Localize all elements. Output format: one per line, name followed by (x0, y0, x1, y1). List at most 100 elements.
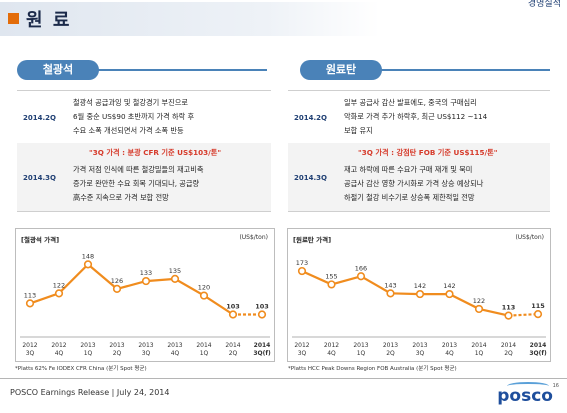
data-point (445, 289, 454, 299)
section-heading: 원료탄 (300, 60, 382, 80)
x-tick-label: 2012 (294, 342, 309, 349)
title-bullet-icon (8, 13, 19, 24)
x-tick-label: 2Q (113, 350, 122, 357)
coking-coal-price-chart: 17320123Q15520124Q16620131Q14320132Q1422… (292, 259, 547, 357)
row-text: 하절기 철강 비수기로 상승폭 제한적일 전망 (344, 193, 475, 202)
x-tick-label: 4Q (327, 350, 336, 357)
chart-footnote: *Platts HCC Peak Downs Region FOB Austra… (288, 366, 457, 372)
x-tick-label: 2Q (386, 350, 395, 357)
x-tick-label: 2014 (471, 342, 486, 349)
data-point (112, 284, 122, 293)
chart-unit: (US$/ton) (239, 234, 268, 241)
x-tick-label: 2014 (254, 342, 271, 349)
x-tick-label: 2013 (138, 342, 153, 349)
x-tick-label: 2012 (22, 342, 37, 349)
data-label: 122 (53, 281, 65, 289)
x-tick-label: 2014 (501, 342, 516, 349)
page-number: 16 (552, 383, 559, 389)
coking-coal-chart: [원료탄 가격] (US$/ton) 173 2012 3Q 155 2012 4Q 166… (287, 228, 551, 362)
data-point (54, 289, 64, 298)
data-label: 103 (255, 303, 269, 311)
row-period: 2014.2Q (23, 114, 56, 122)
data-point (228, 310, 238, 319)
row-period: 2014.3Q (23, 174, 56, 182)
x-tick-label: 2Q (229, 350, 238, 357)
x-tick-label: 2012 (51, 342, 66, 349)
row-highlight: "3Q 가격 : 강점탄 FOB 기준 US$115/톤" (358, 148, 498, 157)
row-text: 증가로 완만한 수요 회복 기대되나, 공급량 (73, 179, 200, 188)
table-row: 2014.2Q 철광석 공급과잉 및 철강경기 부진으로 6월 중순 US$90… (17, 90, 271, 144)
table-row: 2014.3Q "3Q 가격 : 분광 CFR 기준 US$103/톤" 가격 … (17, 143, 271, 212)
section-rule (360, 69, 550, 71)
data-label: 135 (169, 267, 181, 275)
data-point (356, 272, 366, 281)
section-label: 경영실적 (527, 0, 561, 9)
table-row: 2014.2Q 일부 공급사 감산 발표에도, 중국의 구매심리 악화로 가격 … (288, 90, 550, 144)
x-tick-label: 2Q (504, 350, 513, 357)
data-label: 142 (443, 282, 455, 290)
x-tick-label: 3Q(f) (253, 350, 271, 357)
footer-text: POSCO Earnings Release | July 24, 2014 (10, 388, 170, 397)
x-tick-label: 1Q (475, 350, 484, 357)
series-line (29, 262, 234, 316)
title-bar (0, 2, 380, 36)
x-tick-label: 1Q (84, 350, 93, 357)
section-rule (77, 69, 267, 71)
data-label: 113 (24, 291, 36, 299)
x-tick-label: 3Q (416, 350, 425, 357)
data-label: 143 (384, 281, 396, 289)
data-label: 103 (226, 303, 240, 311)
data-point (533, 310, 543, 319)
data-label: 148 (82, 252, 94, 260)
data-point (25, 299, 35, 308)
section-header-coking-coal: 원료탄 (300, 60, 550, 80)
data-point (83, 260, 93, 269)
chart-title: [원료탄 가격] (293, 236, 332, 244)
data-label: 142 (414, 282, 426, 290)
row-text: 6월 중순 US$90 초반까지 가격 하락 후 (73, 112, 195, 121)
iron-ore-chart: [철광석 가격] (US$/ton) 113 2012 3Q 122 2012 4Q 148… (15, 228, 275, 362)
page-title: 원 료 (26, 10, 72, 31)
data-point (474, 304, 484, 314)
footer-divider (0, 378, 567, 379)
table-row: 2014.3Q "3Q 가격 : 강점탄 FOB 기준 US$115/톤" 재고… (288, 143, 550, 212)
row-text: 일부 공급사 감산 발표에도, 중국의 구매심리 (344, 98, 477, 107)
row-text: 보합 유지 (344, 126, 373, 135)
data-label: 173 (296, 259, 308, 267)
series-line (301, 270, 509, 317)
x-tick-label: 2014 (196, 342, 211, 349)
data-point (170, 274, 180, 283)
data-label: 122 (473, 297, 485, 305)
row-text: 가격 저점 인식에 따른 철강밀들의 재고비축 (73, 165, 204, 174)
section-header-iron-ore: 철광석 (17, 60, 267, 80)
iron-ore-price-chart: 11320123Q12220124Q14820131Q12620132Q1332… (20, 252, 271, 357)
x-tick-label: 2013 (109, 342, 124, 349)
data-point (504, 311, 513, 320)
row-highlight: "3Q 가격 : 분광 CFR 기준 US$103/톤" (89, 148, 222, 157)
x-tick-label: 1Q (200, 350, 209, 357)
x-tick-label: 2013 (353, 342, 368, 349)
x-tick-label: 2013 (167, 342, 182, 349)
logo-arc-icon (507, 382, 549, 390)
chart-title: [철광석 가격] (21, 236, 60, 244)
x-tick-label: 4Q (55, 350, 64, 357)
row-text: 악화로 가격 추가 하락후, 최근 US$112 ~114 (344, 112, 488, 121)
data-point (199, 291, 209, 300)
x-tick-label: 2013 (412, 342, 427, 349)
x-tick-label: 2013 (383, 342, 398, 349)
posco-logo: posco (497, 386, 553, 406)
x-tick-label: 3Q (298, 350, 307, 357)
x-tick-label: 3Q (26, 350, 35, 357)
x-tick-label: 2012 (324, 342, 339, 349)
data-point (415, 289, 425, 299)
row-text: 高수준 지속으로 가격 보합 전망 (73, 193, 169, 202)
x-tick-label: 2013 (442, 342, 457, 349)
data-label: 133 (140, 269, 152, 277)
series-forecast-line (508, 313, 539, 317)
row-period: 2014.2Q (294, 114, 327, 122)
data-point (257, 310, 267, 319)
x-tick-label: 2014 (225, 342, 240, 349)
x-tick-label: 1Q (357, 350, 366, 357)
data-point (141, 276, 151, 286)
x-tick-label: 4Q (445, 350, 454, 357)
